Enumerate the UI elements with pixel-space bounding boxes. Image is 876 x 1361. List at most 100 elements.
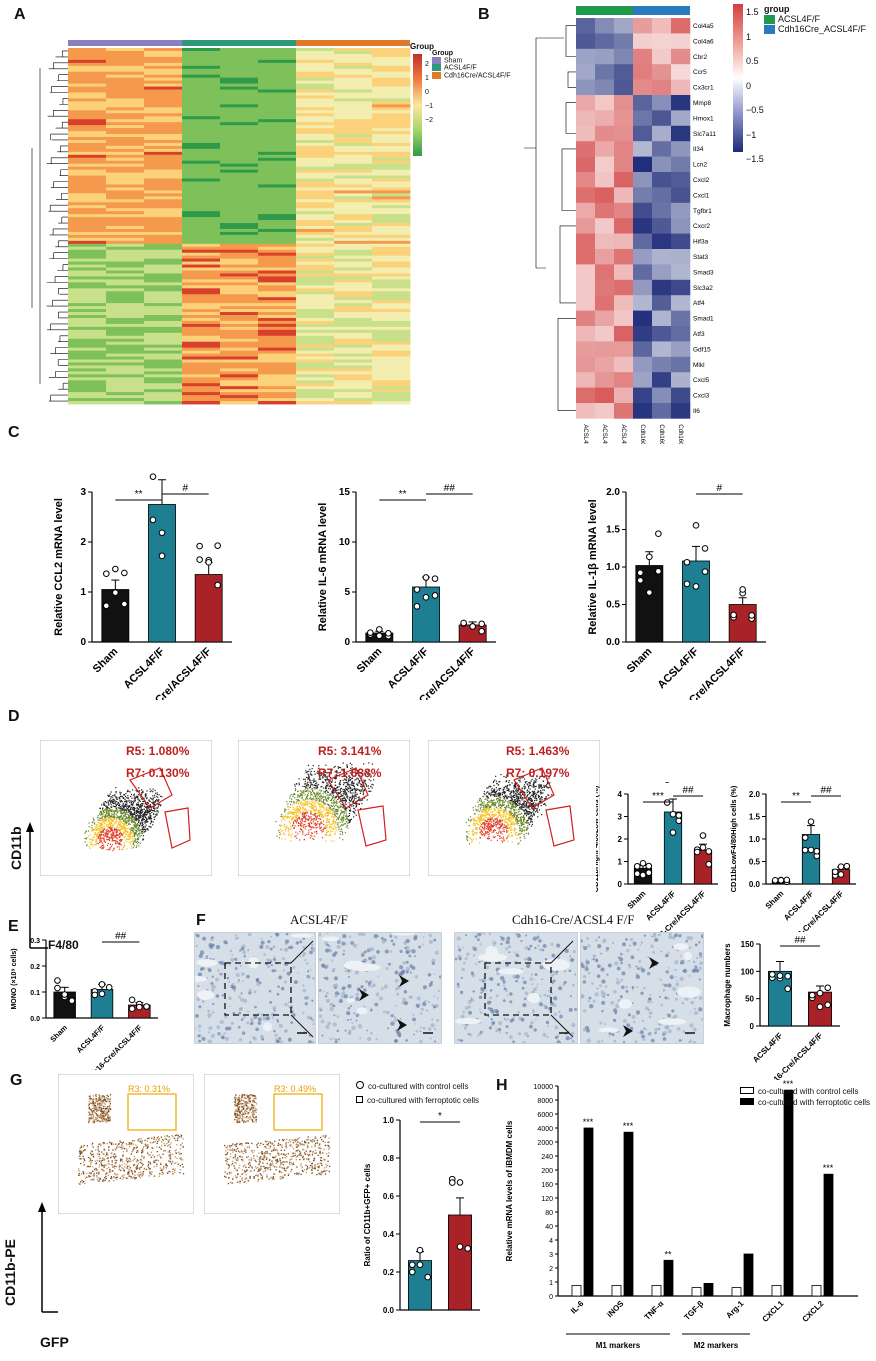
event-dot: [356, 805, 358, 807]
event-dot: [318, 800, 320, 802]
event-dot: [281, 838, 283, 840]
event-dot: [298, 809, 301, 811]
event-dot: [350, 789, 352, 791]
heatmap-cell: [220, 368, 259, 372]
event-dot: [310, 800, 312, 803]
event-dot: [305, 818, 307, 820]
event-dot: [349, 818, 351, 821]
heatmap-cell: [258, 273, 297, 277]
heatmap-cell: [258, 199, 297, 203]
heatmap-cell: [144, 332, 183, 337]
event-dot: [353, 788, 355, 790]
event-dot: [302, 785, 304, 788]
event-dot: [145, 796, 147, 798]
heatmap-cell: [182, 401, 221, 405]
event-dot: [278, 837, 281, 839]
heatmap-cell: [144, 261, 183, 265]
heatmap-cell: [68, 139, 107, 144]
event-dot: [312, 821, 314, 823]
event-dot: [346, 822, 349, 824]
event-dot: [546, 784, 548, 786]
heatmap-cell: [144, 279, 183, 283]
heatmap-cell: [334, 134, 373, 138]
event-dot: [469, 816, 472, 818]
event-dot: [109, 826, 111, 828]
event-dot: [290, 811, 293, 813]
heatmap-cell: [576, 372, 596, 388]
heatmap-cell: [106, 398, 145, 402]
heatmap-cell: [258, 312, 297, 316]
event-dot: [92, 828, 94, 831]
event-dot: [329, 794, 331, 797]
event-dot: [334, 833, 336, 835]
event-dot: [345, 808, 347, 810]
event-dot: [509, 816, 511, 818]
heatmap-cell: [258, 208, 297, 212]
event-dot: [141, 824, 144, 826]
heatmap-cell: [372, 398, 411, 402]
event-dot: [144, 795, 146, 797]
event-dot: [114, 811, 116, 813]
event-dot: [114, 801, 116, 803]
event-dot: [299, 794, 302, 796]
event-dot: [100, 814, 103, 816]
event-dot: [113, 824, 115, 826]
event-dot: [359, 798, 361, 800]
tick-label: 15: [339, 487, 351, 498]
heatmap-cell: [68, 264, 107, 268]
event-dot: [304, 788, 306, 790]
event-dot: [136, 814, 138, 816]
event-dot: [362, 782, 365, 784]
event-dot: [370, 785, 372, 788]
event-dot: [345, 821, 348, 823]
event-dot: [136, 822, 139, 825]
event-dot: [103, 818, 105, 820]
event-dot: [158, 803, 161, 805]
heatmap-cell: [106, 228, 145, 233]
heatmap-cell: [182, 148, 221, 153]
gene-label: Hmox1: [693, 115, 714, 122]
event-dot: [527, 794, 529, 796]
sig-label: **: [399, 489, 407, 500]
event-dot: [532, 775, 534, 778]
heatmap-cell: [372, 181, 411, 185]
event-dot: [136, 823, 138, 825]
event-dot: [308, 819, 310, 821]
event-dot: [309, 796, 312, 798]
event-dot: [338, 775, 341, 777]
heatmap-cell: [595, 79, 615, 96]
event-dot: [142, 839, 144, 841]
event-dot: [135, 827, 137, 829]
event-dot: [152, 803, 154, 805]
data-point: [683, 580, 691, 588]
event-dot: [296, 796, 299, 798]
heatmap-cell: [144, 122, 183, 126]
event-dot: [115, 841, 117, 843]
event-dot: [332, 816, 334, 818]
heatmap-cell: [614, 172, 634, 188]
event-dot: [138, 813, 140, 815]
heatmap-cell: [296, 166, 335, 171]
event-dot: [307, 795, 309, 797]
heatmap-cell: [372, 128, 411, 132]
event-dot: [113, 813, 115, 815]
heatmap-cell: [372, 154, 411, 159]
heatmap-cell: [296, 335, 335, 340]
event-dot: [308, 831, 310, 833]
event-dot: [129, 832, 131, 834]
event-dot: [341, 817, 343, 819]
event-dot: [103, 835, 105, 837]
event-dot: [140, 817, 142, 819]
heatmap-cell: [334, 285, 373, 289]
event-dot: [333, 802, 335, 804]
event-dot: [306, 782, 308, 784]
event-dot: [137, 827, 139, 829]
event-dot: [329, 833, 332, 835]
event-dot: [119, 823, 121, 825]
event-dot: [290, 794, 292, 796]
event-dot: [296, 819, 298, 821]
heatmap-cell: [68, 297, 107, 301]
event-dot: [529, 801, 531, 804]
event-dot: [119, 797, 121, 799]
heatmap-cell: [144, 77, 183, 82]
